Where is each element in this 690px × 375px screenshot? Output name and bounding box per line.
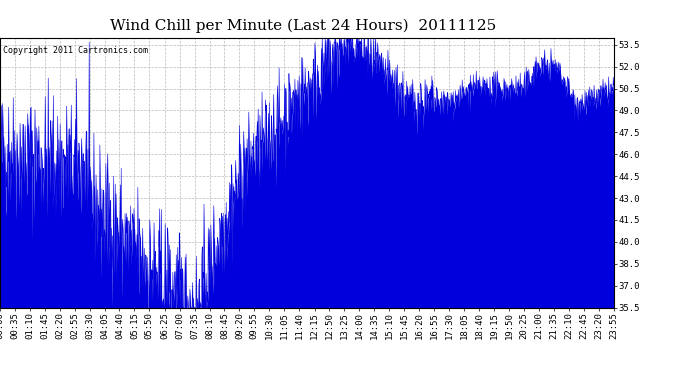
Text: Wind Chill per Minute (Last 24 Hours)  20111125: Wind Chill per Minute (Last 24 Hours) 20…	[110, 19, 497, 33]
Text: Copyright 2011 Cartronics.com: Copyright 2011 Cartronics.com	[3, 46, 148, 55]
